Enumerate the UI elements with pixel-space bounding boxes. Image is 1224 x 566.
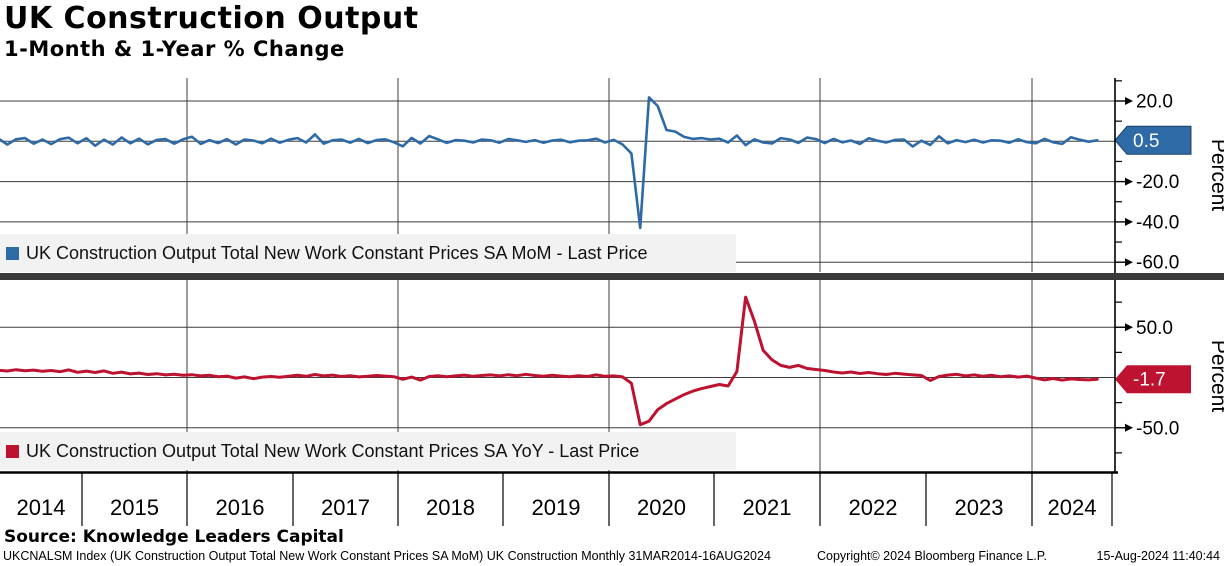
mom-last-price-badge — [1114, 125, 1192, 155]
y-tick-label: 20.0 — [1136, 92, 1173, 113]
y-tick-arrow-icon — [1125, 97, 1133, 105]
footer-ticker-info: UKCNALSM Index (UK Construction Output T… — [3, 549, 771, 563]
legend-yoy: UK Construction Output Total New Work Co… — [0, 432, 736, 470]
y-tick-arrow-icon — [1125, 258, 1133, 267]
y-tick-label: -40.0 — [1136, 212, 1179, 233]
page-title: UK Construction Output — [4, 1, 419, 36]
legend-yoy-label: UK Construction Output Total New Work Co… — [26, 440, 640, 461]
y-tick-arrow-icon — [1125, 177, 1133, 186]
x-tick-label: 2020 — [637, 495, 686, 520]
y-tick-arrow-icon — [1125, 217, 1133, 226]
x-tick-label: 2022 — [849, 495, 898, 520]
yoy-line-series — [0, 295, 1099, 427]
y-axis-title: Percent — [1207, 139, 1224, 212]
y-tick-label: 50.0 — [1136, 318, 1173, 339]
y-tick-label: -50.0 — [1136, 418, 1179, 439]
legend-mom-label: UK Construction Output Total New Work Co… — [26, 242, 648, 263]
x-tick-label: 2016 — [216, 495, 265, 520]
page-subtitle: 1-Month & 1-Year % Change — [4, 37, 345, 61]
x-tick-label: 2021 — [743, 495, 792, 520]
mom-series-marker — [6, 246, 19, 260]
chart-header: UK Construction Output 1-Month & 1-Year … — [4, 2, 419, 62]
y-tick-label: -20.0 — [1136, 172, 1179, 193]
y-tick-arrow-icon — [1125, 423, 1133, 432]
footer-timestamp: 15-Aug-2024 11:40:44 — [1096, 549, 1220, 563]
y-tick-label: -60.0 — [1136, 253, 1179, 274]
y-tick-arrow-icon — [1125, 323, 1133, 332]
x-tick-label: 2015 — [110, 495, 159, 520]
x-tick-label: 2017 — [321, 495, 370, 520]
x-tick-label: 2014 — [17, 495, 66, 520]
legend-mom: UK Construction Output Total New Work Co… — [0, 234, 736, 272]
x-tick-label: 2024 — [1048, 495, 1097, 520]
mom-line-series — [0, 96, 1099, 230]
y-axis-title: Percent — [1207, 340, 1224, 413]
x-tick-label: 2018 — [426, 495, 475, 520]
yoy-last-price-value: -1.7 — [1133, 370, 1166, 391]
yoy-series-marker — [6, 444, 19, 458]
panel-divider — [0, 273, 1224, 280]
x-tick-label: 2019 — [532, 495, 581, 520]
source-line: Source: Knowledge Leaders Capital — [4, 527, 344, 547]
yoy-last-price-badge — [1115, 365, 1191, 394]
footer-copyright: Copyright© 2024 Bloomberg Finance L.P. — [817, 549, 1047, 563]
mom-last-price-value: 0.5 — [1133, 131, 1159, 152]
x-tick-label: 2023 — [955, 495, 1004, 520]
